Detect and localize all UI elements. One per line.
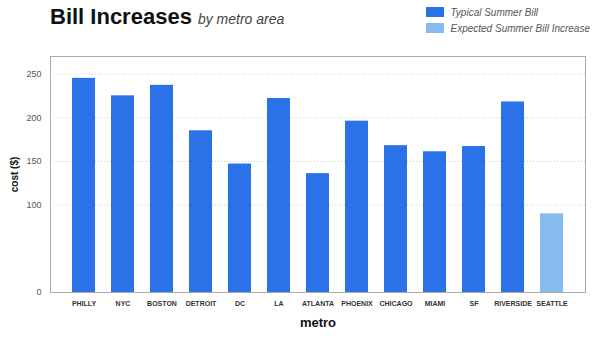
svg-text:metro: metro bbox=[300, 315, 336, 330]
html-text:Expected Summer Bill Increase: Expected Summer Bill Increase bbox=[450, 22, 590, 34]
svg-text:PHOENIX: PHOENIX bbox=[341, 300, 373, 307]
svg-text:NYC: NYC bbox=[116, 300, 131, 307]
svg-text:SEATTLE: SEATTLE bbox=[536, 300, 568, 307]
svg-text:0: 0 bbox=[36, 287, 41, 297]
svg-text:BOSTON: BOSTON bbox=[147, 300, 177, 307]
html-text:Typical Summer Bill: Typical Summer Bill bbox=[450, 6, 539, 18]
svg-text:150: 150 bbox=[26, 156, 41, 166]
svg-text:MIAMI: MIAMI bbox=[425, 300, 446, 307]
svg-text:cost ($): cost ($) bbox=[9, 157, 20, 193]
svg-text:DC: DC bbox=[235, 300, 245, 307]
svg-text:200: 200 bbox=[26, 113, 41, 123]
svg-text:RIVERSIDE: RIVERSIDE bbox=[494, 300, 532, 307]
svg-text:CHICAGO: CHICAGO bbox=[379, 300, 413, 307]
svg-text:100: 100 bbox=[26, 200, 41, 210]
svg-text:250: 250 bbox=[26, 69, 41, 79]
svg-text:LA: LA bbox=[274, 300, 283, 307]
svg-text:DETROIT: DETROIT bbox=[186, 300, 217, 307]
html-text:Bill Increases by metro area: Bill Increases by metro area bbox=[50, 4, 285, 29]
svg-text:SF: SF bbox=[470, 300, 480, 307]
svg-text:PHILLY: PHILLY bbox=[72, 300, 97, 307]
svg-text:ATLANTA: ATLANTA bbox=[302, 300, 334, 307]
